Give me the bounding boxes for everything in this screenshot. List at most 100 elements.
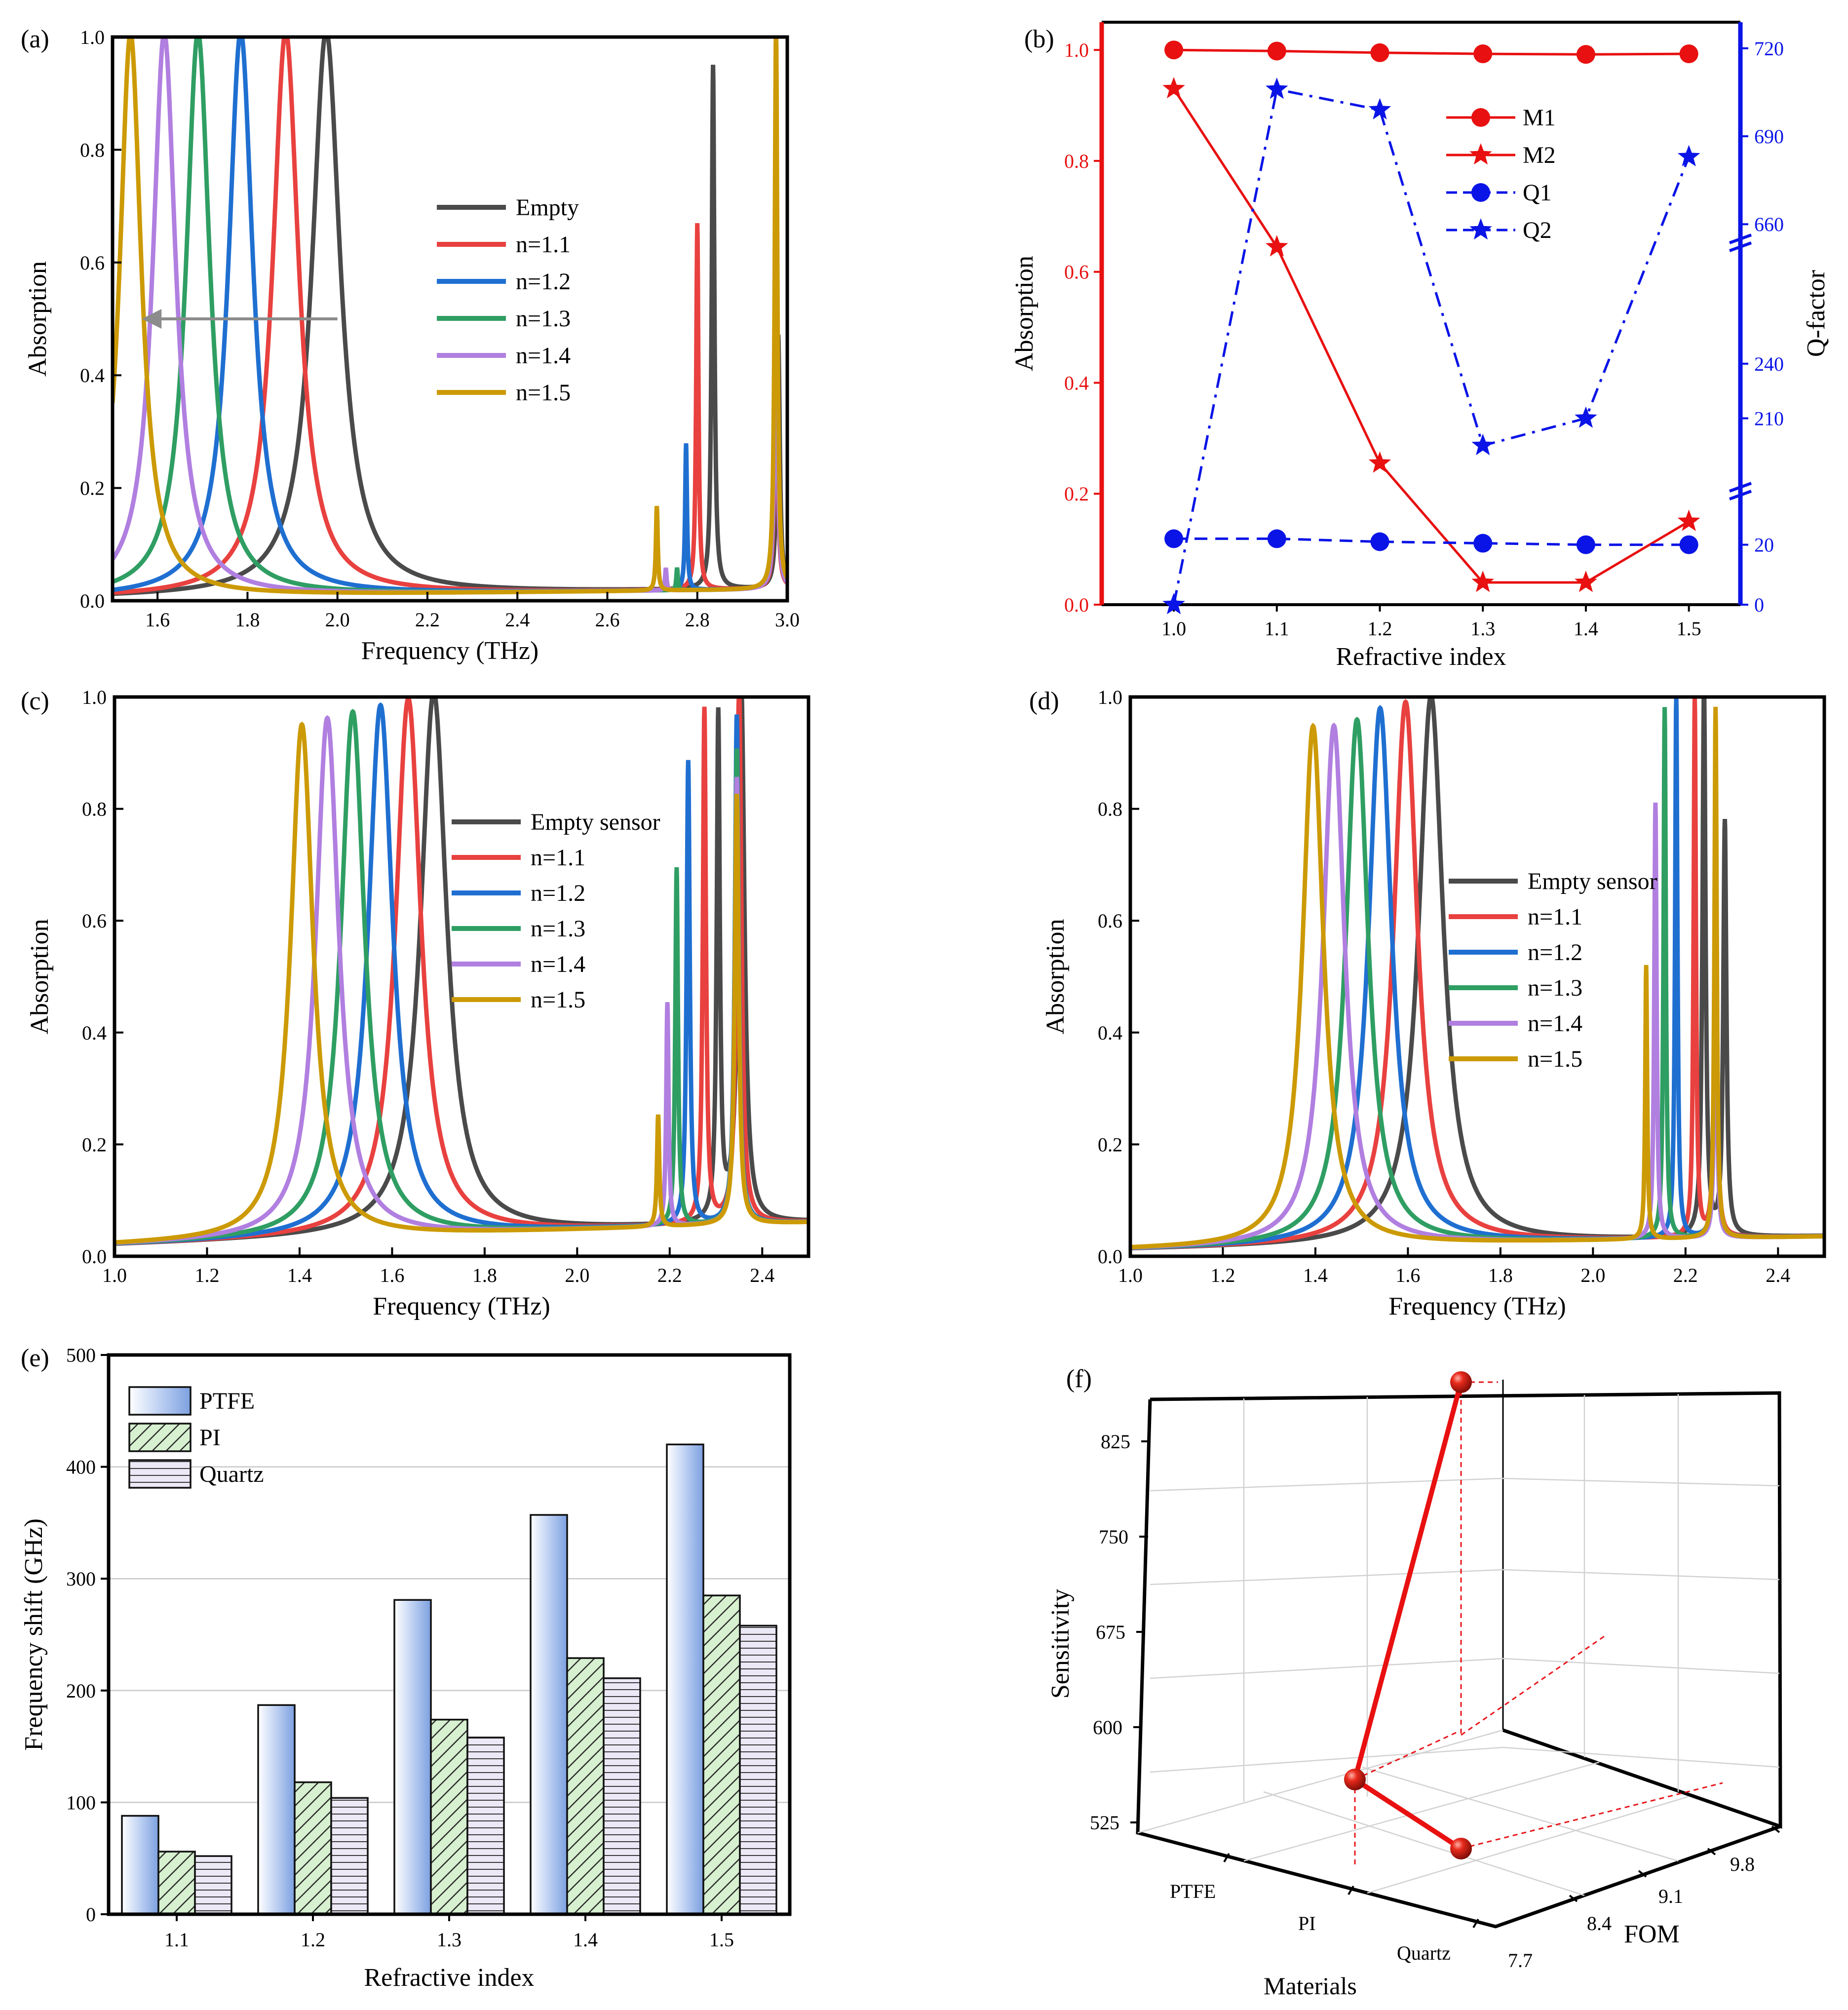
- panel-d-x-axis-label: Frequency (THz): [1388, 1292, 1566, 1320]
- panel-b-data-point: [1679, 44, 1698, 64]
- panel-a-shift-arrow-head: [142, 309, 162, 329]
- panel-e-bar: [121, 1815, 159, 1915]
- panel-e-bar: [430, 1718, 468, 1915]
- panel-a-y-tick-label: 1.0: [80, 26, 105, 48]
- panel-label-f: (f): [1066, 1365, 1092, 1393]
- panel-b-axis-break: [1729, 233, 1752, 244]
- panel-f-point-pi: [1344, 1769, 1366, 1790]
- panel-b-data-point: [1370, 43, 1389, 62]
- panel-label-c: (c): [21, 687, 49, 715]
- panel-d-x-tick-label: 2.0: [1580, 1264, 1605, 1286]
- panel-e-legend-swatch: [128, 1459, 192, 1489]
- panel-a-x-tick-label: 1.8: [235, 609, 260, 631]
- panel-b-data-point: [1679, 535, 1698, 554]
- panel-d-y-tick-label: 0.8: [1098, 798, 1122, 820]
- panel-c-x-tick-label: 2.2: [657, 1264, 682, 1286]
- panel-a-y-axis-label: Absorption: [24, 261, 52, 377]
- panel-a-x-tick-label: 2.8: [685, 609, 710, 631]
- panel-b-data-point: [1576, 45, 1595, 64]
- panel-c-series-line: [115, 709, 808, 1245]
- panel-a-x-tick-label: 2.0: [325, 609, 350, 631]
- panel-label-d: (d): [1029, 687, 1059, 715]
- panel-e-y-tick-label: 500: [66, 1344, 96, 1366]
- panel-b-legend-marker: [1471, 183, 1490, 202]
- panel-c-x-tick-label: 1.0: [102, 1264, 127, 1286]
- panel-b-y2-tick-label: 20: [1754, 534, 1774, 556]
- panel-b-y-tick-label: 0.6: [1064, 261, 1089, 283]
- panel-b-data-point: [1162, 593, 1185, 615]
- panel-b-data-point: [1368, 98, 1391, 119]
- panel-b-data-point: [1471, 433, 1495, 456]
- panel-b-legend-marker: [1471, 108, 1490, 127]
- panel-f-connecting-line: [1352, 1381, 1463, 1851]
- panel-c-plot-frame: [113, 695, 810, 1258]
- panel-e-y-tick-label: 400: [66, 1456, 96, 1478]
- panel-e-bar: [530, 1514, 568, 1915]
- panel-b-y2-tick-label: 660: [1754, 213, 1784, 235]
- panel-c-legend-label: Empty sensor: [531, 809, 660, 835]
- panel-f-ytick-7-7: 7.7: [1508, 1949, 1533, 1971]
- panel-a-legend-label: n=1.5: [516, 380, 571, 406]
- panel-b-axis-break: [1729, 241, 1752, 252]
- panel-d-y-tick-label: 0.4: [1098, 1022, 1122, 1044]
- panel-a-y-tick-label: 0.0: [80, 590, 105, 612]
- panel-b-series-line: [1174, 537, 1689, 546]
- panel-a-x-tick-label: 2.2: [415, 609, 440, 631]
- panel-e-bar: [257, 1704, 296, 1915]
- panel-d-y-tick-label: 0.2: [1098, 1133, 1122, 1156]
- panel-d-y-axis-label: Absorption: [1041, 919, 1070, 1035]
- panel-e-bar: [393, 1599, 432, 1915]
- panel-e-y-tick-label: 0: [86, 1903, 96, 1926]
- panel-c-y-tick-label: 0.8: [82, 798, 107, 820]
- panel-a-x-tick-label: 2.4: [505, 609, 530, 631]
- panel-b-y-tick-label: 0.0: [1064, 594, 1089, 616]
- panel-c-series-line: [115, 721, 808, 1245]
- panel-label-e: (e): [21, 1344, 49, 1372]
- panel-a-plot-frame: [111, 35, 789, 603]
- panel-e-bar: [194, 1855, 232, 1915]
- panel-c-x-tick-label: 2.4: [750, 1264, 774, 1286]
- panel-label-a: (a): [21, 25, 49, 53]
- panel-e-plot-frame: [107, 1353, 792, 1916]
- panel-b-legend-marker: [1469, 218, 1492, 240]
- panel-b-axis-break: [1729, 490, 1752, 501]
- panel-f-ztick-675: 675: [1096, 1621, 1125, 1643]
- panel-c-y-tick-label: 0.4: [82, 1022, 107, 1044]
- panel-d-x-tick-label: 1.2: [1210, 1264, 1235, 1286]
- panel-f-3d-scatter: 825 750 675 600 525 PTFE PI Quartz 7.7 8…: [1046, 1371, 1782, 2000]
- panel-e-bar: [294, 1781, 332, 1915]
- panel-f-xlabel: Materials: [1264, 1972, 1357, 2000]
- panel-e-bar: [157, 1851, 196, 1915]
- panel-e-bar: [330, 1797, 369, 1915]
- panel-a-x-axis-label: Frequency (THz): [361, 637, 539, 665]
- panel-c-spectra: 1.0 1.2 1.4 1.6 1.8 2.0 2.2 2.4 0.0 0.2 0.4 0.6 0.8 1…: [26, 686, 810, 1320]
- panel-a-legend-label: Empty: [516, 194, 579, 221]
- panel-f-ytick-9-8: 9.8: [1730, 1853, 1755, 1875]
- panel-b-data-point: [1164, 529, 1184, 548]
- panel-b-y2-axis-label: Q-factor: [1802, 270, 1830, 357]
- panel-b-series-line: [1174, 48, 1689, 56]
- panel-f-ztick-600: 600: [1093, 1716, 1122, 1739]
- panel-e-bar: [666, 1443, 704, 1915]
- panel-b-y2-tick-label: 690: [1754, 125, 1784, 148]
- panel-c-y-tick-label: 0.6: [82, 910, 107, 932]
- panel-c-legend-label: n=1.4: [531, 951, 585, 977]
- panel-c-legend-label: n=1.2: [531, 880, 585, 906]
- panel-f-point-quartz: [1450, 1838, 1472, 1859]
- panel-b-data-point: [1471, 571, 1495, 592]
- panel-a-y-tick-label: 0.4: [80, 364, 105, 387]
- panel-b-y2-tick-label: 0: [1754, 594, 1764, 616]
- panel-b-data-point: [1575, 571, 1597, 592]
- panel-c-legend-label: n=1.5: [531, 987, 585, 1013]
- panel-b-data-point: [1677, 509, 1700, 531]
- panel-c-series-line: [115, 697, 808, 1246]
- panel-f-tick-marks: [1130, 1440, 1780, 1929]
- panel-d-y-tick-label: 1.0: [1098, 686, 1122, 708]
- panel-b-y-tick-label: 0.4: [1064, 372, 1089, 394]
- panel-f-box: [1136, 1380, 1782, 1929]
- panel-a-series-line: [113, 37, 787, 595]
- panel-b-axis-break: [1729, 482, 1752, 493]
- panel-d-x-tick-label: 1.0: [1118, 1264, 1143, 1286]
- panel-b-y-tick-label: 0.2: [1064, 483, 1089, 505]
- panel-d-legend-label: n=1.3: [1528, 975, 1582, 1001]
